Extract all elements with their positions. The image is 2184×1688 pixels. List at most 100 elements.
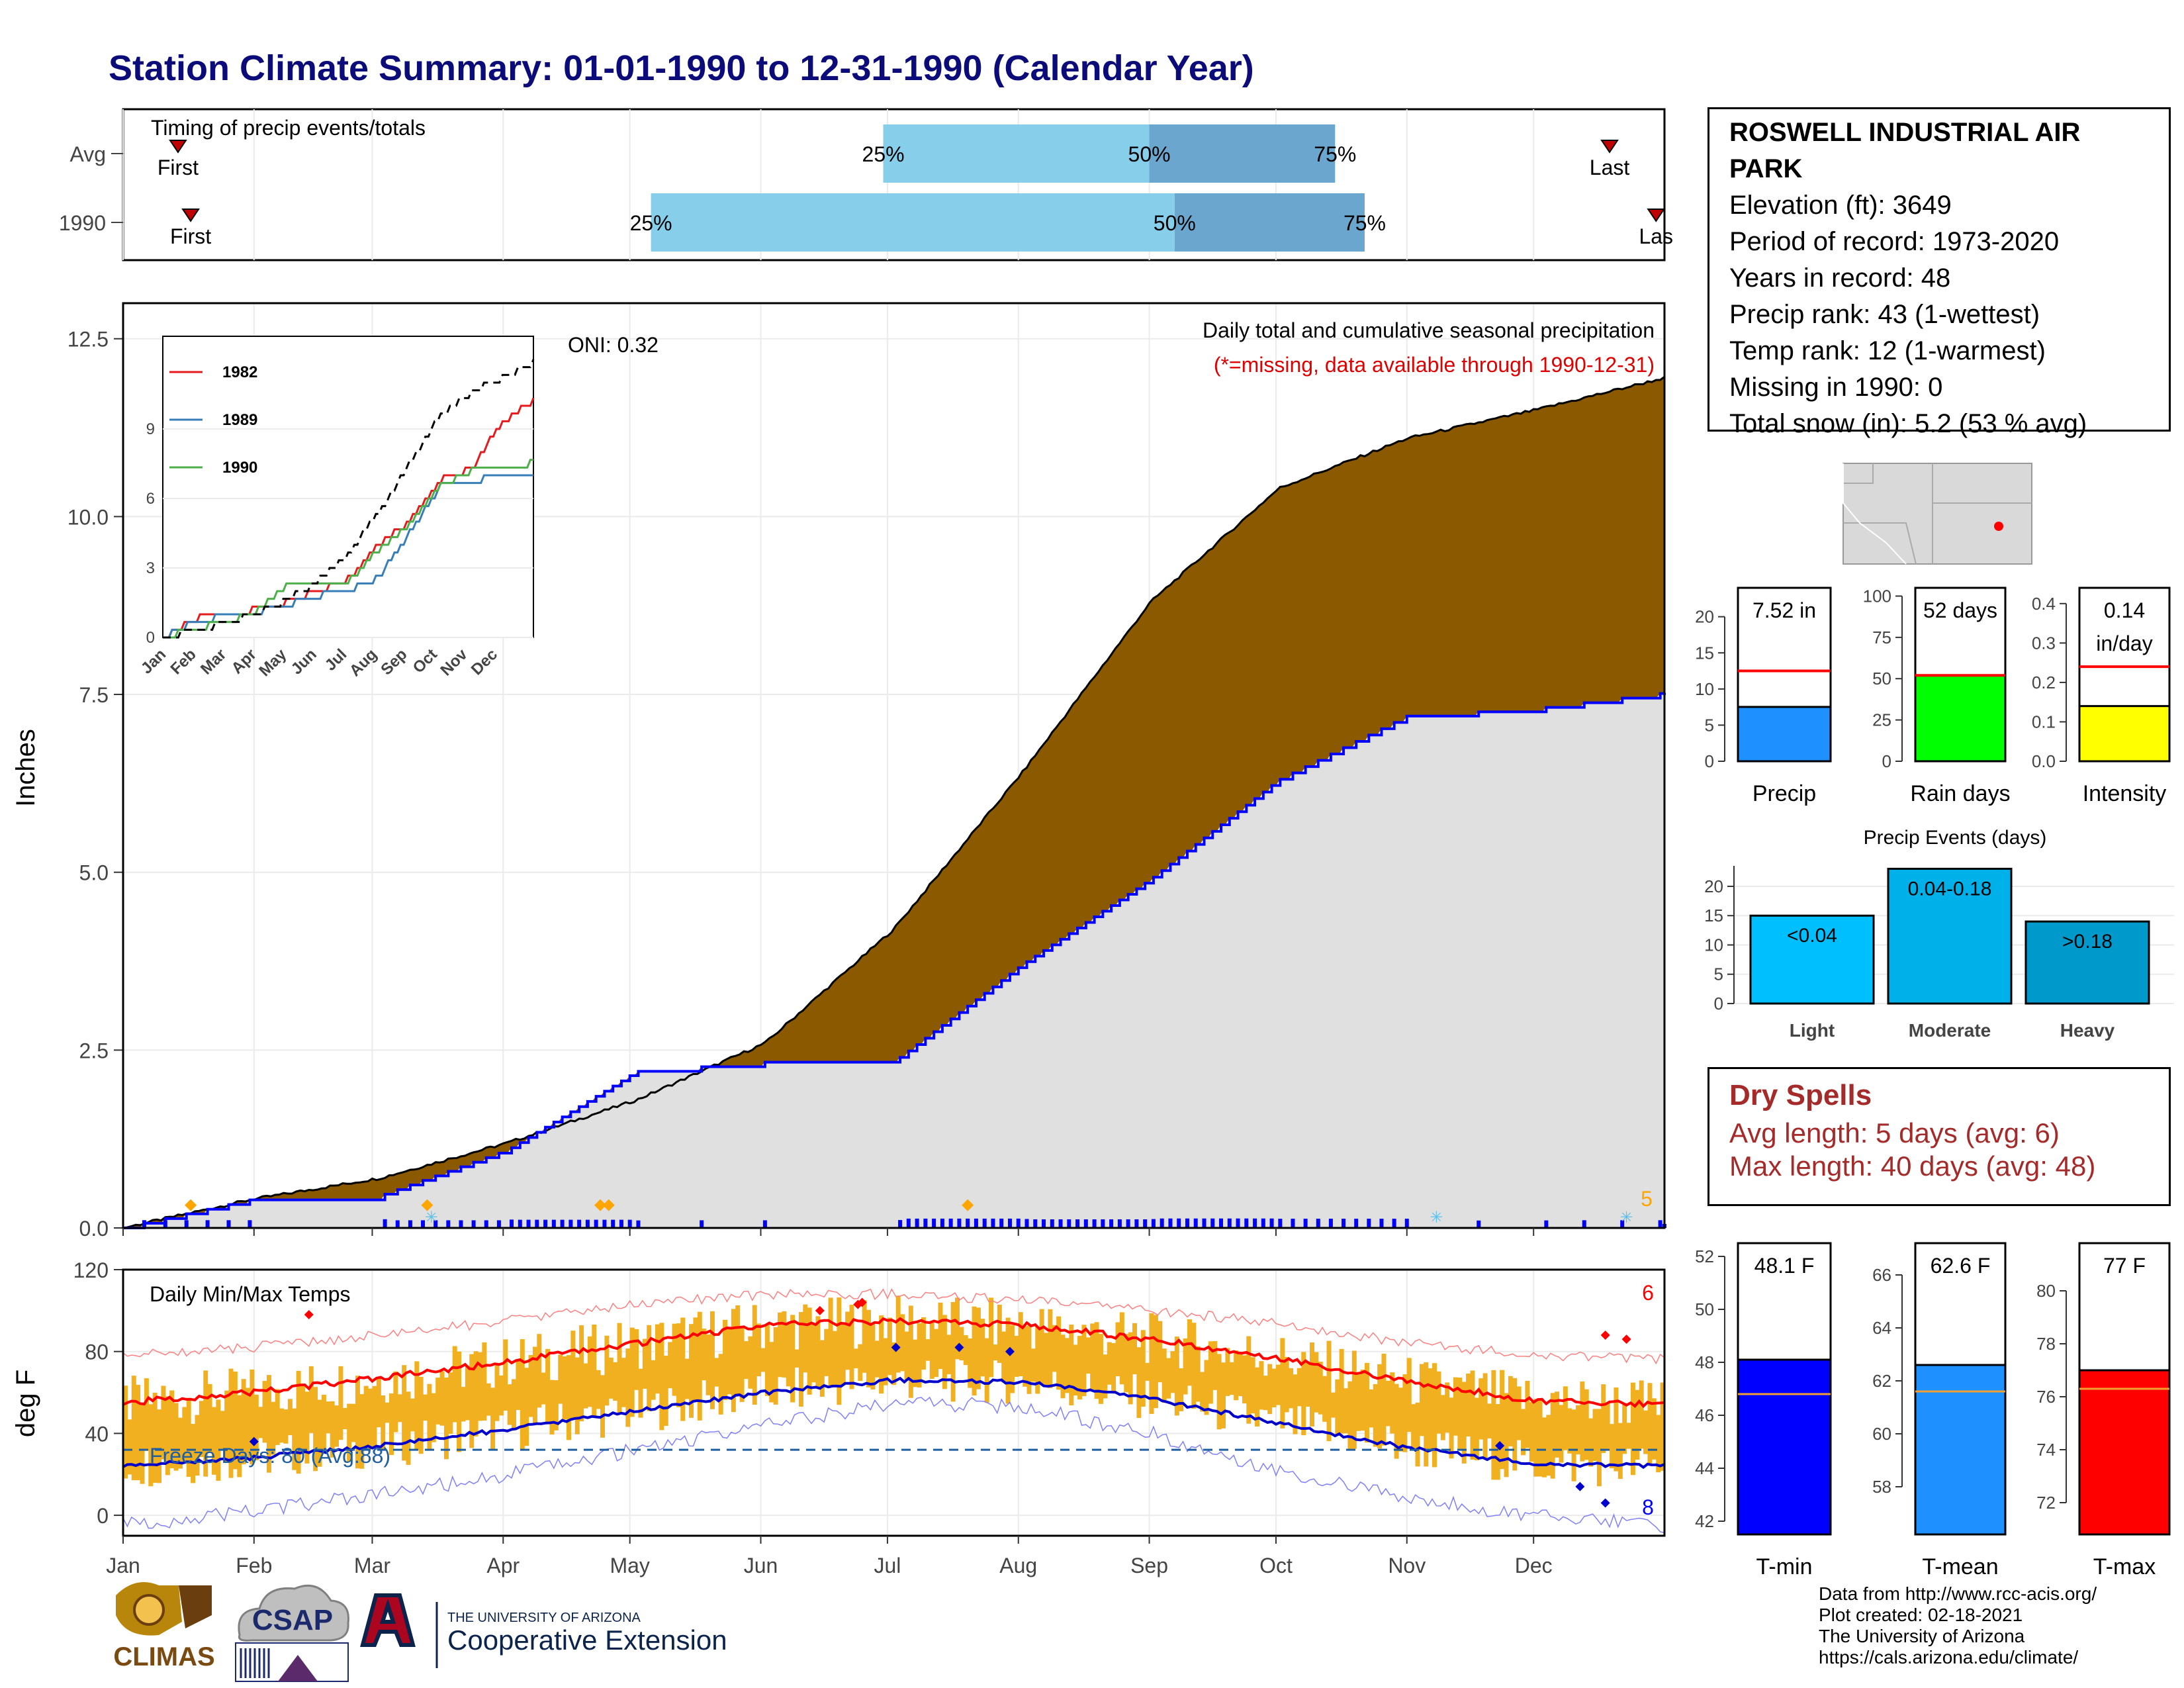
precip-daily-bar [1024, 1219, 1029, 1228]
temp-daily-bar [388, 1393, 394, 1455]
temp-daily-bar [807, 1307, 812, 1395]
timing-marker-last-icon [1600, 140, 1619, 154]
temp-daily-bar [393, 1371, 398, 1432]
temp-daily-bar [308, 1366, 314, 1433]
temp-daily-bar [1234, 1350, 1239, 1401]
temp-daily-bar [1103, 1354, 1108, 1399]
temp-daily-bar [946, 1335, 952, 1374]
temp-daily-bar [553, 1380, 559, 1430]
tmin-summary-ytick-label: 44 [1695, 1458, 1714, 1478]
temp-daily-bar [672, 1323, 677, 1396]
temp-daily-bar [604, 1335, 610, 1406]
precip-daily-bar [1007, 1218, 1012, 1228]
tmin-summary-value-label: 48.1 F [1754, 1254, 1815, 1278]
precip-daily-bar [619, 1219, 623, 1228]
temp-daily-bar [363, 1385, 369, 1448]
temp-daily-bar [908, 1305, 913, 1398]
tmin-summary-ytick-label: 52 [1695, 1246, 1714, 1266]
temp-daily-bar [482, 1342, 487, 1421]
temp-daily-bar [879, 1315, 884, 1394]
temp-daily-bar [1284, 1356, 1289, 1413]
raindays-summary-ytick-label: 0 [1882, 751, 1891, 771]
temp-daily-bar [355, 1376, 360, 1469]
temp-daily-bar [1651, 1398, 1657, 1460]
temp-daily-bar [1580, 1381, 1585, 1462]
precip-daily-bar [408, 1220, 412, 1228]
temp-daily-bar [1369, 1389, 1374, 1428]
temp-daily-bar [756, 1323, 762, 1377]
precip-summary-value-bar [1737, 706, 1832, 763]
precip-legend-title: Daily total and cumulative seasonal prec… [1203, 318, 1655, 342]
precip-daily-bar [1278, 1219, 1283, 1228]
precip-deficit-area [123, 377, 1664, 1228]
temp-daily-bar [1158, 1321, 1163, 1383]
temp-daily-bar [663, 1355, 668, 1427]
tmean-summary-chart: 58 60 62 64 66 62.6 F T-mean [1872, 1242, 2007, 1579]
temp-daily-bar [824, 1329, 829, 1376]
temp-daily-bar [431, 1393, 436, 1442]
temp-ytick-label: 40 [85, 1422, 109, 1446]
timing-pct-25: 25% [630, 211, 672, 235]
precip-summary-ytick-label: 10 [1695, 679, 1714, 699]
temp-daily-bar [845, 1311, 850, 1370]
temp-daily-bar [1271, 1368, 1277, 1408]
temp-daily-bar [709, 1311, 715, 1409]
precip-daily-bar [1303, 1219, 1308, 1228]
temp-daily-bar [376, 1378, 381, 1428]
intensity-summary-title: Intensity [2083, 781, 2167, 806]
temp-daily-bar [1064, 1338, 1069, 1393]
temp-daily-bar [1293, 1374, 1298, 1434]
precip-daily-bar [1544, 1220, 1549, 1228]
temp-daily-bar [1056, 1316, 1062, 1390]
station-info-box: ROSWELL INDUSTRIAL AIR PARK Elevation (f… [1707, 107, 2171, 438]
temp-record-low-icon [1005, 1346, 1015, 1356]
events-ytick-label: 0 [1714, 994, 1723, 1013]
precip-daily-bar [982, 1218, 987, 1228]
temp-daily-bar [1098, 1334, 1103, 1404]
temp-daily-bar [334, 1405, 340, 1447]
temp-daily-bar [1529, 1402, 1534, 1462]
precip-daily-bar [205, 1220, 210, 1228]
temp-daily-bar [1132, 1323, 1137, 1375]
temp-daily-bar [1318, 1362, 1323, 1415]
events-ytick-label: 5 [1714, 964, 1723, 984]
temp-daily-bar [1377, 1364, 1383, 1449]
precip-daily-bar [551, 1219, 556, 1228]
temp-daily-bar [1622, 1403, 1627, 1454]
temp-daily-bar [929, 1321, 934, 1379]
temp-daily-bar [1238, 1352, 1243, 1397]
temp-daily-bar [659, 1323, 664, 1430]
temp-daily-bar [275, 1389, 280, 1445]
temp-daily-bar [186, 1397, 191, 1477]
temp-daily-bar [338, 1366, 343, 1440]
temp-daily-bar [760, 1348, 766, 1372]
temp-daily-bar [1115, 1322, 1120, 1377]
temp-daily-bar [1044, 1333, 1048, 1385]
events-range-label: 0.04-0.18 [1908, 878, 1992, 900]
precip-daily-bar [1291, 1219, 1295, 1228]
precip-daily-bar [1342, 1219, 1346, 1228]
temp-daily-bar [1482, 1373, 1488, 1459]
temp-daily-bar [790, 1315, 796, 1403]
timing-bar-low [883, 124, 1150, 183]
precip-daily-bar [762, 1220, 767, 1228]
tmin-summary-ytick-label: 48 [1695, 1352, 1714, 1372]
precip-daily-bar [1620, 1220, 1625, 1228]
temp-daily-bar [1500, 1370, 1505, 1470]
temp-daily-bar [165, 1396, 170, 1476]
temp-daily-bar [950, 1301, 956, 1402]
temp-daily-bar [592, 1324, 597, 1417]
temp-daily-bar [743, 1341, 749, 1380]
temp-daily-bar [1030, 1348, 1036, 1382]
intensity-summary-value-bar [2078, 705, 2171, 763]
temp-daily-bar [680, 1317, 686, 1421]
precip-daily-bar [577, 1219, 582, 1228]
precip-daily-bar [898, 1220, 903, 1228]
page-title: Station Climate Summary: 01-01-1990 to 1… [109, 48, 1254, 88]
temp-daily-bar [1330, 1392, 1336, 1418]
precip-daily-bar [1253, 1218, 1257, 1228]
temp-daily-bar [1626, 1423, 1631, 1449]
precip-daily-bar [1092, 1219, 1097, 1228]
temp-daily-bar [1537, 1398, 1543, 1477]
timing-marker-first-label: First [170, 224, 211, 248]
